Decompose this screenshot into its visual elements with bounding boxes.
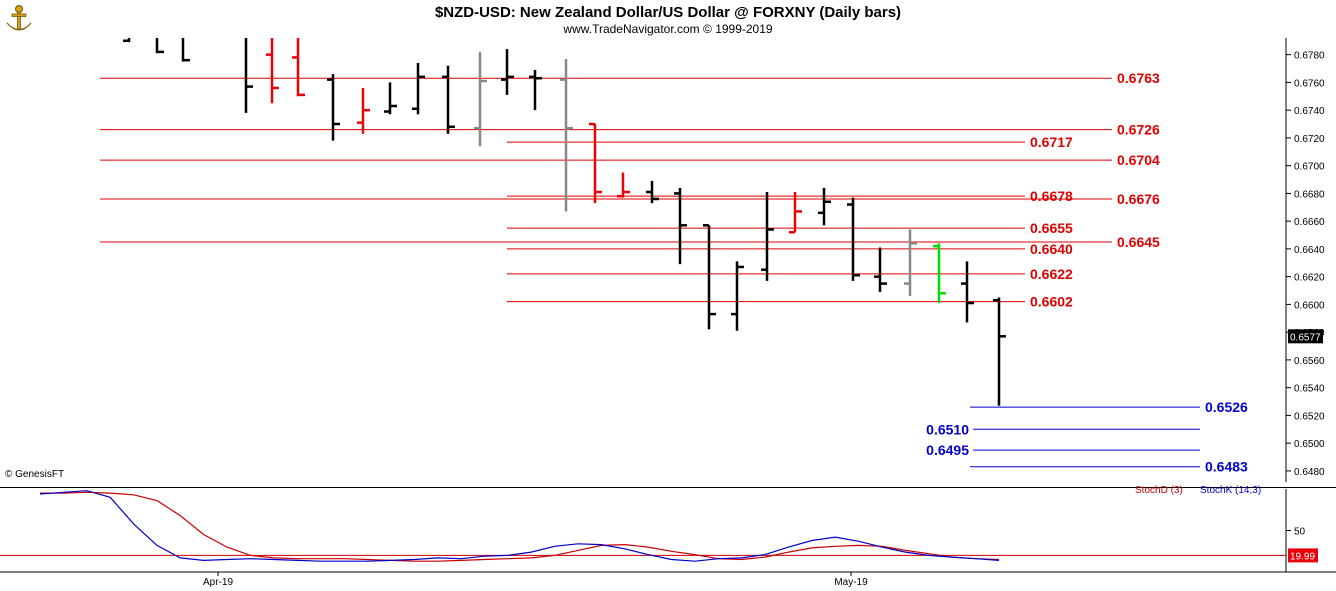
price-tick-label: 0.6600 — [1294, 300, 1325, 311]
level-label: 0.6510 — [926, 421, 969, 437]
level-label: 0.6526 — [1205, 399, 1248, 415]
level-label: 0.6704 — [1117, 152, 1160, 168]
chart-header: $NZD-USD: New Zealand Dollar/US Dollar @… — [0, 0, 1336, 38]
stochk-line — [39, 490, 1000, 562]
price-tick-label: 0.6540 — [1294, 384, 1325, 395]
price-tick-label: 0.6620 — [1294, 273, 1325, 284]
stoch-value-box — [1288, 548, 1318, 563]
level-label: 0.6622 — [1030, 266, 1073, 282]
price-tick-label: 0.6520 — [1294, 411, 1325, 422]
level-label: 0.6495 — [926, 442, 969, 458]
price-tick-label: 0.6740 — [1294, 106, 1325, 117]
price-panel: 0.6780 0.6760 0.6740 0.6720 0.6700 0.6680 0.66… — [0, 38, 1336, 488]
price-tick-label: 0.6640 — [1294, 245, 1325, 256]
price-tick-label: 0.6700 — [1294, 162, 1325, 173]
trade-navigator-logo-icon — [4, 3, 34, 40]
stochastic-panel: 50 19.99 StochD (3) StochK (14,3) Apr-19 May-… — [0, 485, 1336, 588]
level-label: 0.6655 — [1030, 220, 1073, 236]
price-tick-label: 0.6660 — [1294, 217, 1325, 228]
level-label: 0.6640 — [1030, 241, 1073, 257]
stochd-legend: StochD (3) — [1135, 485, 1183, 496]
copyright-credit: © GenesisFT — [5, 469, 65, 480]
level-label: 0.6763 — [1117, 70, 1160, 86]
price-tick-label: 0.6480 — [1294, 467, 1325, 478]
last-price-box — [1288, 329, 1323, 344]
price-tick-label: 0.6760 — [1294, 78, 1325, 89]
level-label: 0.6483 — [1205, 459, 1248, 475]
stoch-value-label: 19.99 — [1290, 551, 1315, 562]
stoch-plot-area — [0, 489, 1286, 572]
price-tick-label: 0.6780 — [1294, 51, 1325, 62]
chart-subtitle: www.TradeNavigator.com © 1999-2019 — [563, 22, 773, 36]
level-label: 0.6717 — [1030, 134, 1073, 150]
price-tick-label: 0.6560 — [1294, 356, 1325, 367]
last-price-label: 0.6577 — [1290, 332, 1321, 343]
level-label: 0.6602 — [1030, 294, 1073, 310]
level-label: 0.6676 — [1117, 191, 1160, 207]
stochd-line — [40, 491, 1000, 562]
chart-title: $NZD-USD: New Zealand Dollar/US Dollar @… — [434, 4, 902, 21]
x-tick-label: Apr-19 — [203, 577, 233, 588]
price-tick-label: 0.6720 — [1294, 134, 1325, 145]
level-label: 0.6726 — [1117, 122, 1160, 138]
stochk-legend: StochK (14,3) — [1200, 485, 1261, 496]
stoch-tick-label: 50 — [1294, 527, 1306, 538]
price-tick-label: 0.6680 — [1294, 189, 1325, 200]
level-label: 0.6678 — [1030, 188, 1073, 204]
level-label: 0.6645 — [1117, 234, 1160, 250]
price-tick-label: 0.6500 — [1294, 439, 1325, 450]
x-tick-label: May-19 — [834, 577, 868, 588]
price-plot-area — [0, 38, 1286, 482]
